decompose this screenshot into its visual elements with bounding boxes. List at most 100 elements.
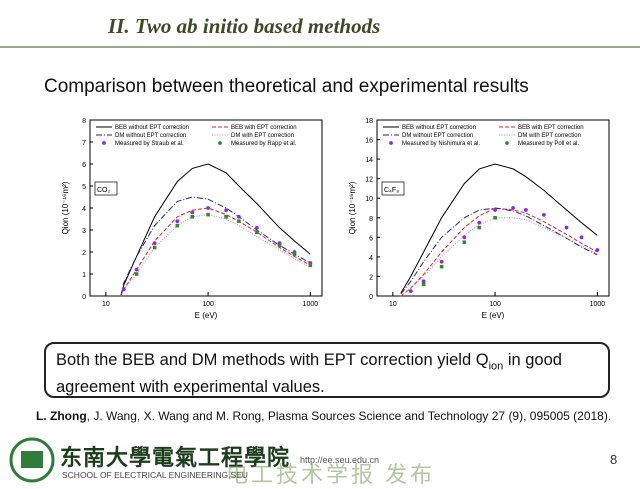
legend-marker [218, 141, 222, 145]
y-tick-label: 0 [82, 294, 86, 301]
y-tick-label: 10 [365, 196, 373, 203]
y-tick-label: 0 [369, 294, 373, 301]
annotation: C₄F₈ [384, 187, 399, 194]
data-point [462, 240, 467, 245]
data-point [224, 215, 228, 219]
data-point [308, 263, 313, 267]
data-point [224, 208, 229, 213]
data-point [477, 220, 482, 225]
x-tick-label: 10 [389, 301, 397, 308]
conclusion-text: in good [503, 351, 562, 369]
title-rule [0, 46, 640, 48]
data-point [134, 267, 139, 272]
data-point [421, 279, 426, 284]
series-line [120, 163, 311, 297]
y-tick-label: 6 [82, 162, 86, 169]
citation-lead: L. Zhong [36, 409, 87, 423]
series-line [120, 196, 311, 297]
y-tick-label: 18 [365, 118, 373, 125]
school-name-en: SCHOOL OF ELECTRICAL ENGINEERING,SEU [62, 470, 248, 480]
series-line [400, 217, 598, 297]
legend-marker [505, 141, 509, 145]
data-point [190, 215, 195, 219]
y-tick-label: 16 [365, 138, 373, 145]
citation: L. Zhong, J. Wang, X. Wang and M. Rong, … [36, 409, 611, 423]
citation-rest: , J. Wang, X. Wang and M. Rong, Plasma S… [86, 409, 612, 423]
annotation: CO₂ [97, 187, 111, 194]
data-point [541, 212, 546, 217]
series-line [400, 207, 598, 295]
data-point [134, 272, 139, 276]
y-tick-label: 6 [369, 235, 373, 242]
legend-label: DM with EPT correction [231, 133, 294, 139]
x-tick-label: 10 [102, 301, 110, 308]
plot-frame [376, 119, 610, 297]
annotation-box [381, 181, 405, 196]
legend-label: BEB without EPT correction [402, 125, 476, 131]
data-point [477, 225, 482, 230]
chart: 0 1 2 3 4 5 6 7 8 10 100 1000 E (eV) Qion (10⁻¹⁶m²) CO… [61, 118, 323, 320]
data-point [121, 287, 126, 292]
data-point [408, 289, 413, 294]
data-point [190, 210, 195, 215]
data-point [175, 219, 180, 224]
legend-label: DM without EPT correction [115, 133, 186, 139]
x-axis-label: E (eV) [195, 311, 218, 320]
data-point [255, 230, 259, 234]
data-point [236, 214, 241, 219]
x-axis-label: E (eV) [482, 311, 505, 320]
y-axis-label: Qion (10⁻¹⁶m²) [61, 181, 70, 234]
legend-label: Measured by Nishimura et al. [402, 141, 480, 147]
url: http://ee.seu.edu.cn [300, 455, 380, 465]
legend-label: BEB with EPT correction [518, 125, 584, 131]
data-point [254, 225, 259, 230]
data-point [206, 206, 210, 210]
legend-label: Measured by Rapp et al. [231, 141, 297, 147]
legend-label: Measured by Poll et al. [518, 141, 579, 147]
series-line [120, 207, 311, 297]
conclusion: Both the BEB and DM methods with EPT cor… [56, 350, 562, 398]
data-point [564, 225, 569, 230]
data-point [439, 259, 444, 264]
legend-marker [389, 141, 393, 145]
legend-label: DM with EPT correction [518, 133, 581, 139]
series-line [120, 214, 311, 297]
data-point [237, 219, 241, 223]
school-name-cn: 东南大學電氣工程學院 [60, 445, 291, 471]
conclusion-sub: ion [488, 360, 504, 373]
conclusion-text: agreement with experimental values. [56, 378, 325, 397]
legend-marker [102, 141, 106, 145]
y-tick-label: 3 [82, 228, 86, 235]
annotation-box [94, 181, 118, 196]
y-tick-label: 4 [369, 255, 373, 262]
legend-label: Measured by Straub et al. [115, 141, 184, 147]
y-tick-label: 7 [82, 140, 86, 147]
data-point [292, 252, 297, 256]
data-point [523, 208, 528, 212]
y-tick-label: 12 [365, 177, 373, 184]
subtitle: Comparison between theoretical and exper… [44, 76, 529, 97]
y-tick-label: 8 [369, 216, 373, 223]
legend-label: BEB with EPT correction [231, 125, 297, 131]
data-point [439, 264, 444, 269]
y-tick-label: 1 [82, 272, 86, 279]
series-line [400, 207, 598, 297]
data-point [493, 215, 497, 220]
page-number: 8 [610, 452, 618, 467]
data-point [595, 248, 600, 252]
slide-title: II. Two ab initio based methods [108, 14, 381, 38]
conclusion-text: Both the BEB and DM methods with EPT cor… [56, 351, 489, 369]
y-tick-label: 2 [82, 250, 86, 257]
x-tick-label: 100 [202, 301, 214, 308]
x-tick-label: 1000 [303, 301, 319, 308]
data-point [175, 223, 180, 228]
legend-label: BEB without EPT correction [115, 125, 189, 131]
y-axis-label: Qion (10⁻¹⁶m²) [348, 181, 357, 234]
data-point [579, 235, 584, 240]
data-point [511, 206, 516, 210]
data-point [462, 235, 467, 240]
y-tick-label: 4 [82, 206, 86, 213]
watermark: 电工技术学报 发布 [226, 462, 436, 487]
data-point [206, 212, 210, 217]
